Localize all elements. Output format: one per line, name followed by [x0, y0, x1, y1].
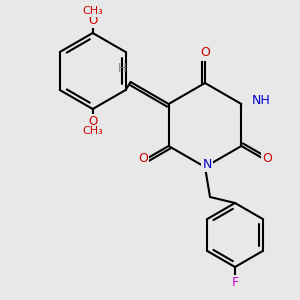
- Text: CH₃: CH₃: [82, 126, 103, 136]
- Text: O: O: [138, 152, 148, 166]
- Text: H: H: [118, 61, 127, 74]
- Text: O: O: [88, 116, 97, 128]
- Text: NH: NH: [251, 94, 270, 107]
- Text: O: O: [88, 14, 97, 26]
- Text: N: N: [202, 158, 212, 170]
- Text: O: O: [262, 152, 272, 166]
- Text: CH₃: CH₃: [82, 6, 103, 16]
- Text: O: O: [200, 46, 210, 59]
- Text: F: F: [231, 277, 239, 290]
